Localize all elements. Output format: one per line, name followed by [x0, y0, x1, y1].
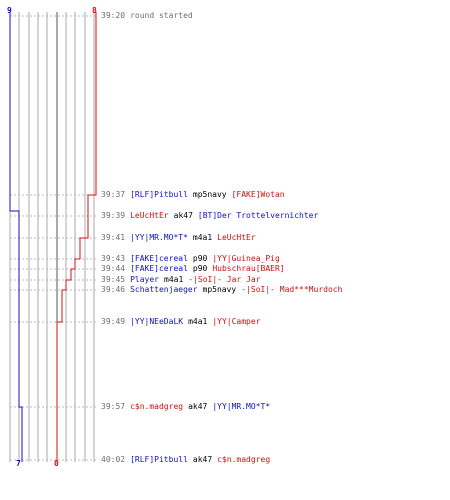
event-time: 39:39 — [101, 211, 126, 220]
killer-name: |YY|MR.MO*T* — [130, 233, 188, 242]
event-row: 39:44 [FAKE]cereal p90 Hubschrau[BAER] — [101, 264, 290, 274]
event-message: round started — [130, 11, 193, 20]
event-row: 39:37 [RLF]Pitbull mp5navy [FAKE]Wotan — [101, 190, 290, 200]
weapon-name: ak47 — [173, 211, 193, 220]
victim-name: c$n.madgreg — [217, 455, 271, 464]
victim-name: LeUcHtEr — [217, 233, 256, 242]
red-team-start-count: 8 — [92, 6, 97, 15]
event-time: 39:20 — [101, 11, 126, 20]
event-row: 39:46 Schattenjaeger mp5navy -|SoI|- Mad***… — [101, 285, 347, 295]
killer-name: LeUcHtEr — [130, 211, 169, 220]
event-time: 39:45 — [101, 275, 126, 284]
victim-name: [FAKE]Wotan — [231, 190, 285, 199]
event-time: 39:57 — [101, 402, 126, 411]
victim-name: [BT]Der Trottelvernichter — [197, 211, 319, 220]
event-time: 40:02 — [101, 455, 126, 464]
event-row: 40:02 [RLF]Pitbull ak47 c$n.madgreg — [101, 455, 275, 465]
event-row: 39:41 |YY|MR.MO*T* m4a1 LeUcHtEr — [101, 233, 261, 243]
killer-name: Player — [130, 275, 159, 284]
event-row: 39:49 |YY|NEeDaLK m4a1 |YY|Camper — [101, 317, 266, 327]
victim-name: |YY|MR.MO*T* — [212, 402, 271, 411]
victim-name: -|SoI|- Mad***Murdoch — [241, 285, 343, 294]
event-row: 39:20 round started — [101, 11, 198, 21]
event-row: 39:45 Player m4a1 -|SoI|- Jar Jar — [101, 275, 266, 285]
killer-name: Schattenjaeger — [130, 285, 198, 294]
blue-team-start-count: 9 — [7, 6, 12, 15]
event-time: 39:44 — [101, 264, 126, 273]
weapon-name: ak47 — [188, 402, 208, 411]
victim-name: -|SoI|- Jar Jar — [188, 275, 261, 284]
victim-name: |YY|Camper — [212, 317, 261, 326]
weapon-name: mp5navy — [202, 285, 237, 294]
event-time: 39:41 — [101, 233, 126, 242]
weapon-name: m4a1 — [188, 317, 208, 326]
victim-name: Hubschrau[BAER] — [212, 264, 285, 273]
red-team-end-count: 0 — [54, 459, 59, 468]
event-row: 39:57 c$n.madgreg ak47 |YY|MR.MO*T* — [101, 402, 275, 412]
event-time: 39:49 — [101, 317, 126, 326]
killer-name: [RLF]Pitbull — [130, 190, 188, 199]
event-row: 39:39 LeUcHtEr ak47 [BT]Der Trottelvernicht… — [101, 211, 323, 221]
killer-name: [RLF]Pitbull — [130, 455, 188, 464]
killer-name: [FAKE]cereal — [130, 254, 188, 263]
weapon-name: m4a1 — [164, 275, 184, 284]
victim-name: |YY|Guinea_Pig — [212, 254, 280, 263]
killer-name: c$n.madgreg — [130, 402, 184, 411]
event-time: 39:46 — [101, 285, 126, 294]
event-time: 39:37 — [101, 190, 126, 199]
event-row: 39:43 [FAKE]cereal p90 |YY|Guinea_Pig — [101, 254, 285, 264]
killer-name: |YY|NEeDaLK — [130, 317, 184, 326]
blue-team-end-count: 7 — [16, 459, 21, 468]
killer-name: [FAKE]cereal — [130, 264, 188, 273]
weapon-name: ak47 — [192, 455, 213, 464]
weapon-name: m4a1 — [192, 233, 213, 242]
event-time: 39:43 — [101, 254, 126, 263]
weapon-name: p90 — [192, 264, 208, 273]
red-team-line — [56, 12, 97, 462]
blue-team-line — [9, 12, 23, 462]
weapon-name: p90 — [192, 254, 208, 263]
weapon-name: mp5navy — [192, 190, 227, 199]
